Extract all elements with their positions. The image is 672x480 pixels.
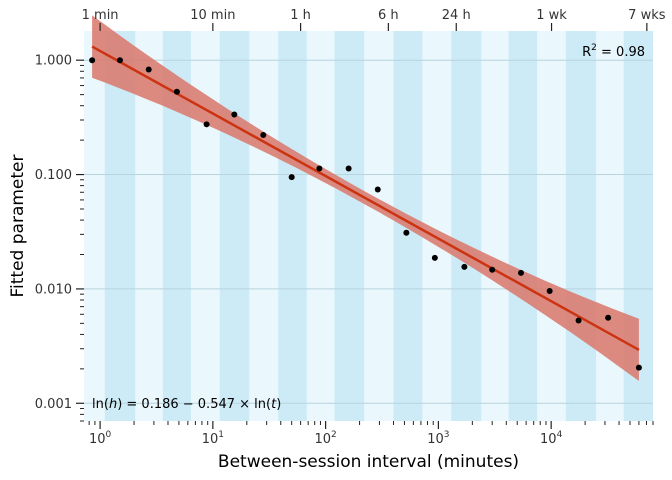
x-tick-exponent-0: 0 <box>105 430 111 440</box>
x-tick-label-4: 104 <box>540 430 563 447</box>
band-7 <box>508 31 538 421</box>
data-point-7 <box>288 174 295 181</box>
eq-t: t <box>271 397 277 412</box>
data-point-1 <box>116 57 123 64</box>
r-squared-annotation: R2 = 0.98 <box>582 43 645 60</box>
top-tick-label-6: 7 wks <box>628 8 666 23</box>
background-bands <box>84 31 653 421</box>
x-tick-mantissa-0: 10 <box>89 432 106 447</box>
eq-pre: ln( <box>92 397 109 412</box>
band-3 <box>278 31 307 421</box>
x-tick-label-3: 103 <box>427 430 449 447</box>
x-tick-label-0: 100 <box>89 430 112 447</box>
data-point-19 <box>635 364 642 371</box>
x-tick-exponent-2: 2 <box>331 430 337 440</box>
x-tick-mantissa-2: 10 <box>314 432 331 447</box>
r2-exponent: 2 <box>591 43 597 53</box>
top-tick-label-2: 1 h <box>290 8 311 23</box>
r2-value: = 0.98 <box>597 45 645 60</box>
r2-base: R <box>582 45 591 60</box>
y-tick-label-3: 0.001 <box>35 397 72 412</box>
top-tick-label-5: 1 wk <box>536 8 567 23</box>
data-point-13 <box>461 263 468 270</box>
x-tick-label-2: 102 <box>314 430 336 447</box>
data-point-17 <box>575 317 582 324</box>
eq-h: h <box>109 397 117 412</box>
x-tick-mantissa-4: 10 <box>540 432 557 447</box>
y-axis-title: Fitted parameter <box>8 154 28 297</box>
x-tick-label-1: 101 <box>202 430 224 447</box>
x-tick-exponent-1: 1 <box>218 430 224 440</box>
data-point-0 <box>89 57 96 64</box>
y-tick-label-1: 0.100 <box>35 168 72 183</box>
data-point-5 <box>231 111 238 118</box>
x-tick-mantissa-3: 10 <box>427 432 444 447</box>
data-point-11 <box>403 229 410 236</box>
data-point-6 <box>260 131 267 138</box>
x-axis-title: Between-session interval (minutes) <box>218 452 519 472</box>
fit-line <box>91 45 640 351</box>
top-tick-label-0: 1 min <box>82 8 119 23</box>
data-point-10 <box>374 186 381 193</box>
data-point-2 <box>145 66 152 73</box>
data-points <box>89 57 642 371</box>
data-point-3 <box>173 88 180 95</box>
top-tick-label-1: 10 min <box>190 8 235 23</box>
y-tick-label-0: 1.000 <box>35 54 72 69</box>
data-point-4 <box>203 121 210 128</box>
fit-layer <box>91 15 640 382</box>
data-point-15 <box>517 269 524 276</box>
data-point-12 <box>431 254 438 261</box>
data-point-8 <box>316 165 323 172</box>
band-6 <box>451 31 482 421</box>
y-tick-label-2: 0.010 <box>35 282 72 297</box>
band-2 <box>219 31 250 421</box>
x-tick-exponent-4: 4 <box>557 430 563 440</box>
data-point-14 <box>489 266 496 273</box>
x-tick-mantissa-1: 10 <box>202 432 219 447</box>
x-tick-exponent-3: 3 <box>444 430 450 440</box>
data-point-16 <box>546 287 553 294</box>
band-4 <box>334 31 365 421</box>
horizontal-reference-lines <box>84 59 653 404</box>
top-tick-label-4: 24 h <box>442 8 471 23</box>
eq-mid: ) = 0.186 − 0.547 × ln( <box>117 397 271 412</box>
data-point-9 <box>345 165 352 172</box>
band-8 <box>565 31 597 421</box>
eq-post: ) <box>276 397 281 412</box>
data-point-18 <box>605 314 612 321</box>
top-tick-label-3: 6 h <box>378 8 399 23</box>
regression-equation: ln(h) = 0.186 − 0.547 × ln(t) <box>92 397 281 412</box>
band-0 <box>104 31 136 421</box>
